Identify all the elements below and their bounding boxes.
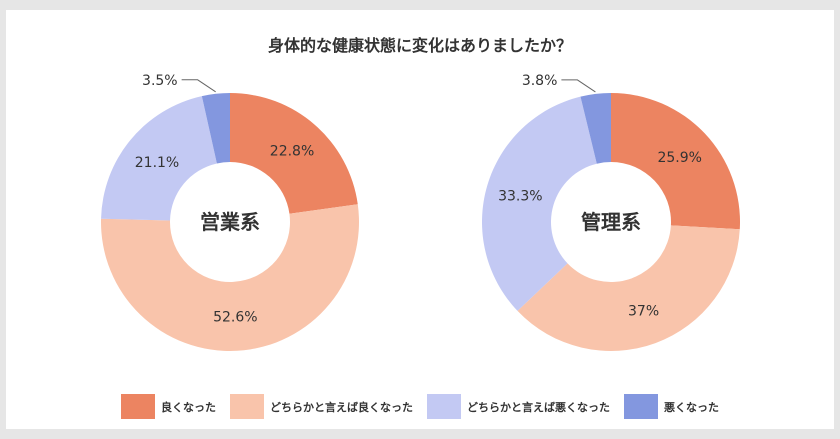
donut-1-leader-line <box>561 79 596 93</box>
donut-1-label-good: 25.9% <box>657 150 701 166</box>
donut-charts: 22.8% 52.6% 21.1% 3.5% 営業系 25.9% 37% 33.3% 3.8% 管… <box>101 73 740 351</box>
legend-item-good: 良くなった <box>121 394 216 419</box>
legend-label-somewhat-good: どちらかと言えば良くなった <box>270 400 413 414</box>
chart-title: 身体的な健康状態に変化はありましたか？ <box>267 36 572 55</box>
donut-1-center-label: 管理系 <box>581 210 641 234</box>
donut-0-slice-somewhat-good <box>101 204 360 351</box>
legend-item-somewhat-bad: どちらかと言えば悪くなった <box>427 394 610 419</box>
legend-item-somewhat-good: どちらかと言えば良くなった <box>230 394 413 419</box>
donut-1-label-somewhat-bad: 33.3% <box>498 188 542 204</box>
donut-1-label-somewhat-good: 37% <box>628 304 659 320</box>
chart-card: 身体的な健康状態に変化はありましたか？ 22.8% 52.6% 21.1% 3.5% 営… <box>6 10 834 429</box>
donut-0-label-somewhat-bad: 21.1% <box>135 155 179 171</box>
donut-0-label-good: 22.8% <box>270 144 314 160</box>
legend-swatch-bad <box>624 394 658 419</box>
donut-1-slice-bad <box>580 93 611 164</box>
donut-1-label-bad: 3.8% <box>522 73 558 89</box>
donut-0-slice-good <box>230 93 358 214</box>
donut-0-label-somewhat-good: 52.6% <box>213 309 257 325</box>
donut-1-slice-good <box>611 93 740 230</box>
donut-0-center-label: 営業系 <box>200 210 260 234</box>
donut-0-slice-somewhat-bad <box>101 96 217 221</box>
legend-label-somewhat-bad: どちらかと言えば悪くなった <box>467 400 610 414</box>
legend: 良くなった どちらかと言えば良くなった どちらかと言えば悪くなった 悪くなった <box>6 394 834 419</box>
legend-swatch-somewhat-good <box>230 394 264 419</box>
donut-0-slice-bad <box>201 93 230 164</box>
legend-item-bad: 悪くなった <box>624 394 719 419</box>
legend-swatch-somewhat-bad <box>427 394 461 419</box>
legend-label-bad: 悪くなった <box>664 400 719 414</box>
donut-1-slice-somewhat-bad <box>481 96 597 311</box>
legend-label-good: 良くなった <box>161 400 216 414</box>
donut-1-slice-somewhat-good <box>517 225 740 351</box>
legend-swatch-good <box>121 394 155 419</box>
donut-0-leader-line <box>181 79 216 93</box>
donut-0-label-bad: 3.5% <box>142 73 178 89</box>
